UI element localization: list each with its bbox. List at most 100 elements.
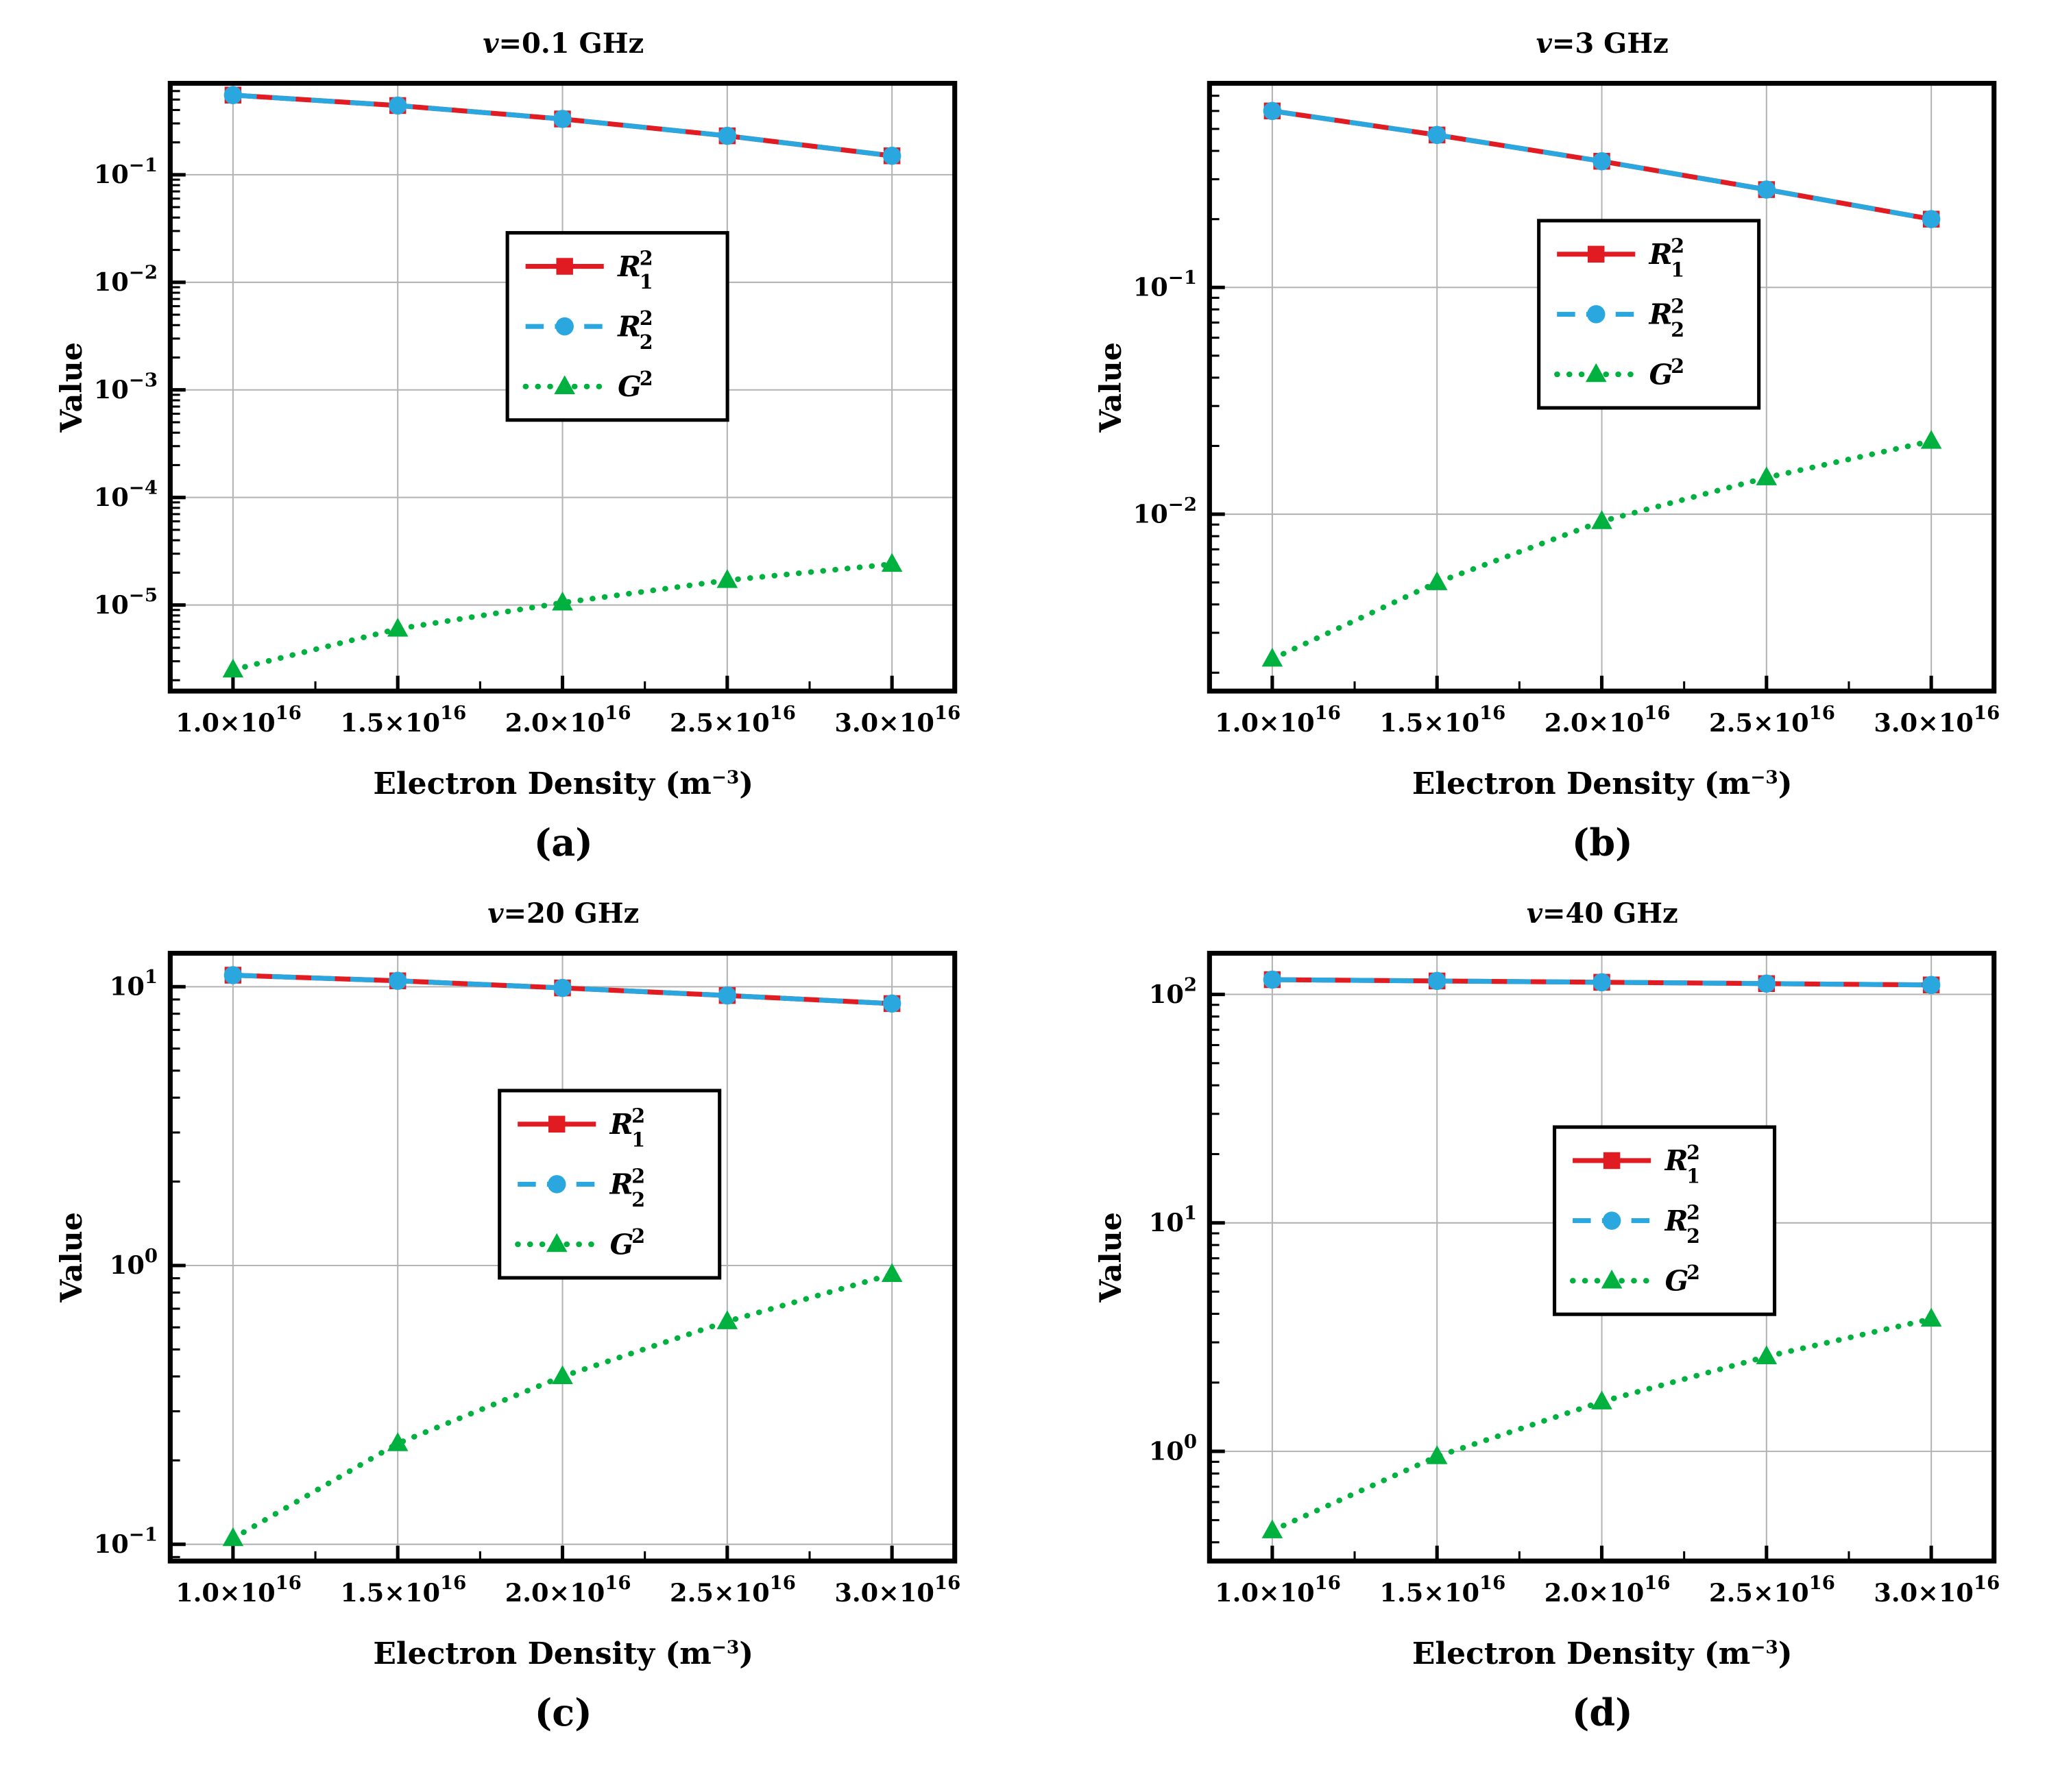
series-R2-markers [223, 966, 901, 1013]
legend-label-sup-G: 2 [1671, 354, 1684, 378]
series-G-markers [222, 553, 903, 678]
legend-label-sup-R2: 2 [1671, 294, 1684, 317]
title-variable: v [1526, 897, 1542, 930]
svg-text:1.5×1016: 1.5×1016 [1379, 1572, 1505, 1608]
svg-text:10−3: 10−3 [94, 370, 158, 404]
svg-text:101: 101 [1148, 1202, 1196, 1237]
svg-text:10−1: 10−1 [94, 154, 158, 189]
legend-label-sub-R1: 1 [631, 1128, 645, 1152]
axis-ticks [1211, 95, 1933, 690]
panel-b: v=3 GHz 10−1 10−2 1.0×1016 1.5×1016 2.0×1016… [1087, 27, 2024, 864]
legend-label-G: G [610, 1228, 634, 1261]
svg-text:1.5×1016: 1.5×1016 [340, 702, 466, 738]
y-tick-labels: 10−1 10−2 [1133, 267, 1196, 529]
x-label-exponent: −3 [1750, 766, 1778, 788]
panel-caption-c: (c) [534, 1691, 592, 1735]
legend-marker-R2 [547, 1175, 566, 1194]
svg-text:100: 100 [110, 1245, 158, 1280]
y-axis-label: Value [1093, 342, 1128, 433]
svg-text:102: 102 [1148, 974, 1196, 1009]
legend-label-sup-R1: 2 [631, 1104, 645, 1128]
chart-d: 102 101 100 1.0×1016 1.5×1016 2.0×1016 2.5×101… [1093, 951, 2000, 1608]
svg-text:10−5: 10−5 [94, 584, 158, 619]
plot-title-c: v=20 GHz [95, 897, 1032, 930]
plot-title-d: v=40 GHz [1135, 897, 2071, 930]
panel-caption-d: (d) [1571, 1691, 1633, 1735]
y-axis-label: Value [55, 1212, 89, 1303]
series-G-line [230, 561, 895, 673]
legend-label-sup-R1: 2 [1671, 234, 1684, 258]
panel-d: v=40 GHz 102 101 100 1.0×1016 1.5×1016 2.0×10… [1087, 897, 2024, 1734]
svg-text:3.0×1016: 3.0×1016 [834, 702, 960, 738]
panel-a: v=0.1 GHz 10−1 10−2 10−3 10−4 10−5 1.0×1016 1.… [48, 27, 984, 864]
svg-text:2.0×1016: 2.0×1016 [1544, 702, 1670, 738]
legend-label-R1: R [1664, 1144, 1688, 1177]
plot-frame [1207, 951, 1996, 1564]
legend-label-R2: R [617, 310, 641, 343]
y-tick-labels: 101 100 10−1 [94, 966, 158, 1559]
axis-ticks [1211, 993, 1933, 1560]
title-text: =20 GHz [503, 897, 640, 930]
title-text: =40 GHz [1542, 897, 1678, 930]
x-axis-label-d: Electron Density (m−3) [1135, 1636, 2071, 1671]
svg-text:1.0×1016: 1.0×1016 [1215, 1572, 1341, 1608]
legend-label-sub-R1: 1 [1671, 258, 1684, 281]
y-axis-label: Value [1093, 1212, 1128, 1303]
legend-marker-R1 [1603, 1152, 1620, 1170]
series-R2-markers [223, 86, 901, 165]
panel-caption-b: (b) [1571, 821, 1633, 865]
svg-text:10−4: 10−4 [94, 477, 158, 512]
legend-marker-G [546, 1233, 568, 1252]
svg-text:2.5×1016: 2.5×1016 [1709, 1572, 1835, 1608]
legend-marker-R2 [1586, 305, 1605, 324]
legend-label-sub-R1: 1 [640, 270, 653, 293]
y-axis-label: Value [55, 342, 89, 433]
legend-label-R1: R [609, 1108, 633, 1141]
plot-title-a: v=0.1 GHz [95, 27, 1032, 60]
title-text: =3 GHz [1551, 27, 1669, 60]
legend-marker-R1 [556, 258, 573, 275]
legend-marker-G [1601, 1270, 1622, 1289]
panel-c: v=20 GHz 101 100 10−1 1.0×1016 1.5×1016 2.0×1… [48, 897, 984, 1734]
legend-label-R2: R [1664, 1204, 1688, 1237]
x-tick-labels: 1.0×1016 1.5×1016 2.0×1016 2.5×1016 3.0×1016 [1215, 1572, 2000, 1608]
series-G-markers [222, 1263, 903, 1547]
svg-text:10−2: 10−2 [1133, 494, 1196, 529]
legend-label-R1: R [1648, 238, 1672, 271]
svg-text:1.0×1016: 1.0×1016 [1215, 702, 1341, 738]
legend-label-sup-R1: 2 [1686, 1141, 1700, 1164]
legend-label-sup-G: 2 [1686, 1261, 1700, 1284]
x-label-text: Electron Density (m [1412, 766, 1751, 802]
legend-label-R2: R [609, 1168, 633, 1201]
series-G-markers [1261, 430, 1941, 667]
svg-text:100: 100 [1148, 1431, 1196, 1466]
y-tick-labels: 10−1 10−2 10−3 10−4 10−5 [94, 154, 158, 620]
legend-label-G: G [1664, 1265, 1688, 1298]
legend-marker-G [554, 375, 575, 395]
svg-text:10−1: 10−1 [1133, 267, 1196, 302]
title-text: =0.1 GHz [498, 27, 644, 60]
plot-frame [167, 951, 958, 1564]
svg-text:10−2: 10−2 [94, 262, 158, 297]
series-R2-markers [1263, 101, 1940, 228]
x-label-text: Electron Density (m [1412, 1636, 1751, 1672]
legend-marker-R2 [1602, 1211, 1621, 1231]
x-tick-labels: 1.0×1016 1.5×1016 2.0×1016 2.5×1016 3.0×1016 [175, 1572, 960, 1608]
gridlines [170, 83, 955, 692]
series-R2-markers [1263, 971, 1940, 995]
svg-text:2.5×1016: 2.5×1016 [670, 702, 796, 738]
x-label-exponent: −3 [711, 1636, 740, 1658]
legend-marker-R2 [555, 317, 574, 336]
legend-label-sub-R2: 2 [631, 1188, 645, 1211]
x-axis-label-a: Electron Density (m−3) [95, 766, 1032, 801]
panel-caption-a: (a) [533, 821, 593, 865]
legend-label-sup-R2: 2 [631, 1165, 645, 1188]
chart-c: 101 100 10−1 1.0×1016 1.5×1016 2.0×1016 2.5×10… [55, 951, 960, 1608]
legend-label-sup-G: 2 [631, 1224, 645, 1248]
figure-grid: v=0.1 GHz 10−1 10−2 10−3 10−4 10−5 1.0×1016 1.… [48, 27, 2024, 1734]
legend-label-sub-R2: 2 [1686, 1224, 1700, 1248]
svg-text:10−1: 10−1 [94, 1524, 158, 1559]
